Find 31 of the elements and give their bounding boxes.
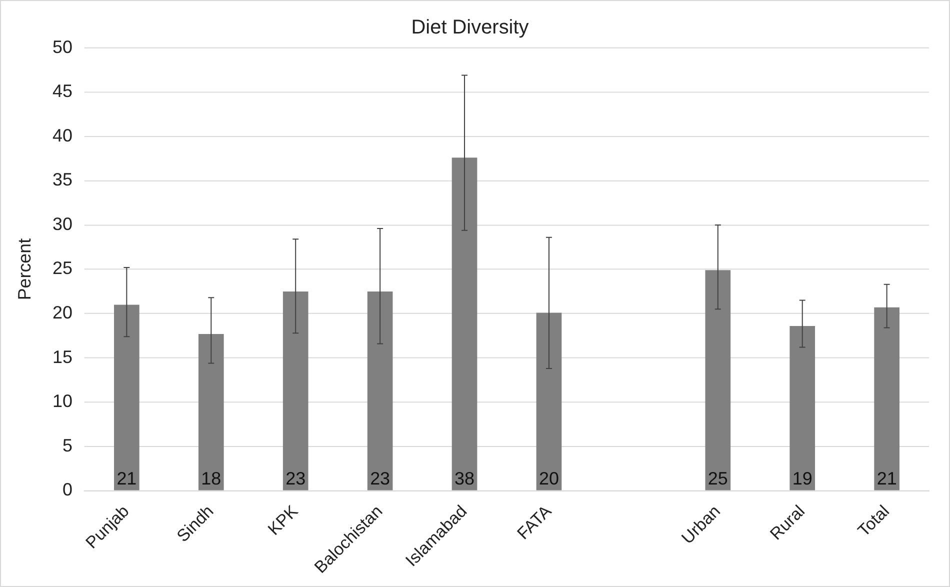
data-label: 21 — [116, 468, 137, 489]
bar — [114, 304, 140, 490]
data-label: 38 — [454, 468, 475, 489]
data-label: 18 — [201, 468, 222, 489]
data-label: 21 — [876, 468, 897, 489]
y-tick-label: 15 — [52, 346, 72, 367]
data-label: 20 — [538, 468, 559, 489]
bar — [198, 334, 224, 490]
y-tick-label: 30 — [52, 214, 72, 234]
bar — [282, 291, 308, 490]
y-tick-label: 20 — [52, 302, 72, 323]
bar — [536, 312, 562, 490]
bar — [452, 158, 478, 490]
bar — [874, 307, 900, 490]
y-tick-label: 5 — [62, 435, 72, 456]
y-tick-label: 40 — [52, 125, 72, 146]
y-tick-label: 0 — [62, 480, 72, 500]
y-axis-title: Percent — [14, 238, 35, 300]
y-tick-label: 10 — [52, 391, 72, 412]
bar — [367, 291, 393, 490]
chart-title: Diet Diversity — [411, 16, 529, 38]
y-tick-label: 35 — [52, 170, 72, 190]
y-tick-label: 25 — [52, 258, 72, 278]
bar — [705, 270, 731, 490]
data-label: 23 — [286, 468, 306, 489]
y-tick-label: 50 — [52, 36, 72, 57]
bar — [790, 326, 816, 490]
data-label: 25 — [708, 468, 728, 489]
data-label: 19 — [792, 468, 812, 489]
y-tick-label: 45 — [52, 81, 72, 102]
data-label: 23 — [370, 468, 390, 489]
